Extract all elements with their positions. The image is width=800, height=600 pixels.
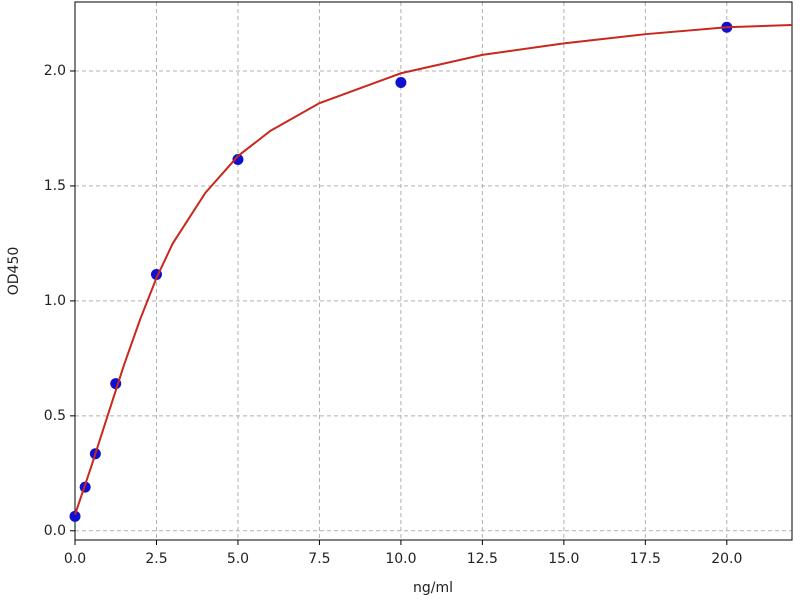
x-axis-label: ng/ml [413,580,453,596]
y-tick-label: 0.5 [44,408,66,424]
y-tick-label: 0.0 [44,523,66,539]
y-tick-label: 1.0 [44,293,66,309]
y-axis-label: OD450 [6,247,22,296]
data-point [69,510,81,522]
data-point [232,153,244,165]
x-tick-label: 0.0 [64,551,86,567]
x-tick-label: 20.0 [711,551,742,567]
x-tick-label: 12.5 [467,551,498,567]
plot-frame [74,1,793,541]
y-tick-label: 1.5 [44,178,66,194]
x-tick-label: 15.0 [548,551,579,567]
x-tick-label: 2.5 [145,551,167,567]
y-tick-label: 2.0 [44,63,66,79]
x-tick-label: 7.5 [308,551,330,567]
x-tick-label: 17.5 [630,551,661,567]
fit-curve [74,23,793,516]
x-tick-label: 10.0 [385,551,416,567]
x-tick-label: 5.0 [227,551,249,567]
data-point [395,76,407,88]
